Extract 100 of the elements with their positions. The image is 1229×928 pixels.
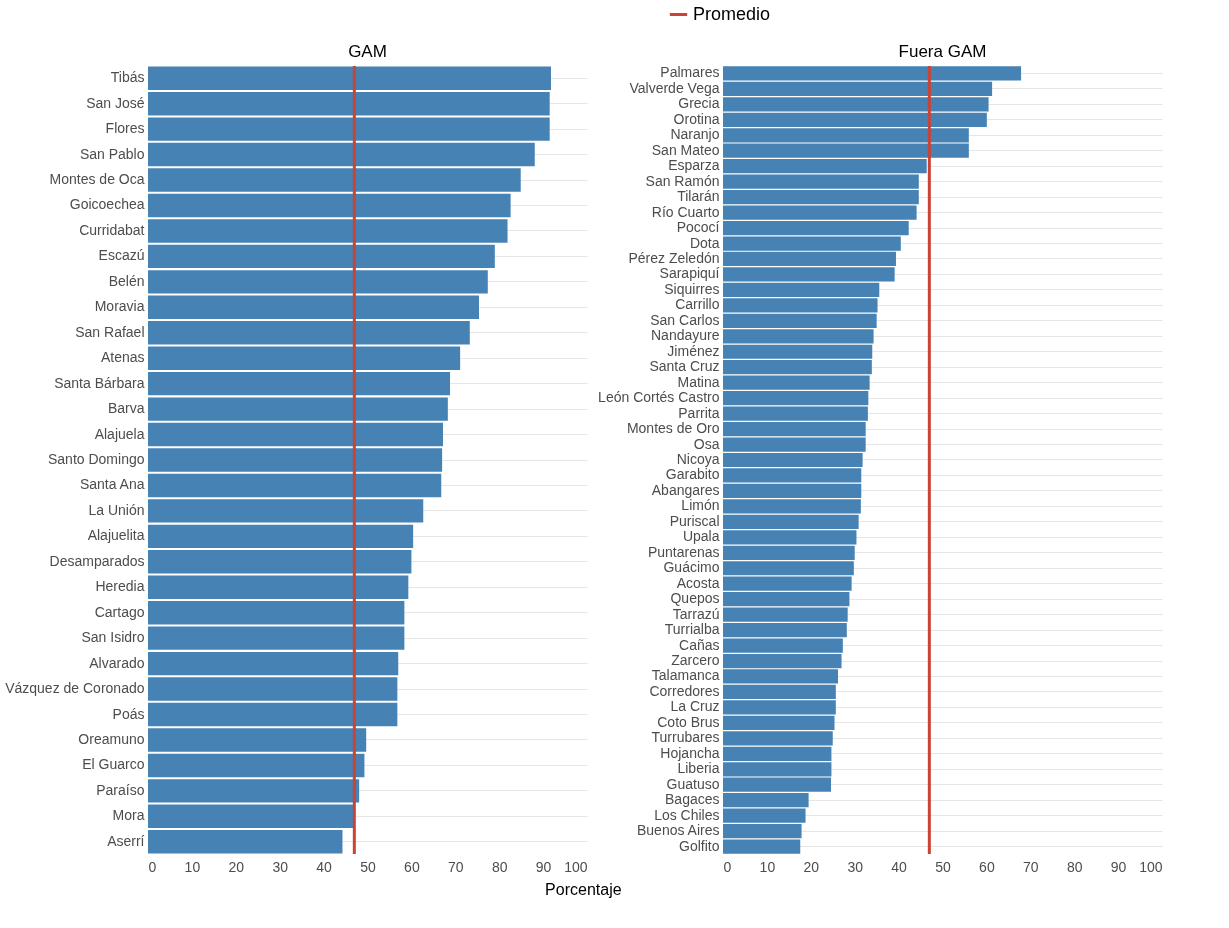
y-tick-label: Dota (689, 234, 720, 251)
y-tick-label: Esparza (668, 157, 720, 174)
x-tick-label: 100 (564, 858, 588, 875)
bar (148, 728, 367, 752)
x-tick-label: 20 (228, 858, 245, 875)
y-tick-label: León Cortés Castro (598, 389, 720, 406)
y-tick-label: San Rafael (75, 323, 145, 340)
x-tick-label: 0 (148, 858, 157, 875)
bar (148, 499, 424, 523)
x-tick-label: 30 (272, 858, 289, 875)
y-tick-label: Santa Ana (79, 476, 145, 493)
y-tick-label: Corredores (649, 682, 720, 699)
bar (148, 397, 448, 421)
y-tick-label: Zarcero (671, 652, 720, 669)
y-tick-label: Puntarenas (647, 543, 720, 560)
y-tick-label: Bagaces (665, 791, 720, 808)
bar (148, 753, 365, 778)
y-tick-label: Pérez Zeledón (628, 249, 720, 266)
bar (148, 473, 442, 498)
y-tick-label: Paraíso (96, 781, 145, 798)
y-tick-label: Escazú (98, 247, 145, 264)
x-tick-label: 90 (1110, 858, 1127, 875)
y-tick-label: Golfito (679, 837, 720, 854)
x-tick-label: 0 (723, 858, 732, 875)
bar (148, 193, 511, 218)
y-tick-label: Siquirres (664, 280, 720, 297)
y-tick-label: Sarapiquí (659, 265, 720, 282)
bar (148, 117, 550, 141)
x-tick-label: 70 (1023, 858, 1039, 875)
bar (148, 66, 551, 90)
y-tick-label: Guácimo (663, 559, 720, 576)
y-tick-label: Aserrí (107, 832, 145, 849)
x-tick-label: 20 (803, 858, 820, 875)
x-tick-label: 40 (891, 858, 908, 875)
y-tick-label: San Isidro (81, 629, 145, 646)
y-tick-label: Nandayure (651, 327, 720, 344)
bar (148, 371, 451, 396)
y-tick-label: Limón (681, 497, 720, 514)
y-tick-label: Turrialba (664, 621, 720, 638)
y-tick-label: San Mateo (651, 141, 720, 158)
y-tick-label: Pococí (676, 219, 720, 236)
y-tick-label: Moravia (94, 298, 145, 315)
y-tick-label: Talamanca (651, 667, 720, 684)
legend-label: Promedio (693, 3, 771, 24)
y-tick-label: Valverde Vega (629, 79, 720, 96)
y-tick-label: Goicoechea (69, 196, 145, 213)
y-tick-label: Guatuso (666, 775, 720, 792)
y-tick-label: Matina (677, 373, 720, 390)
y-tick-label: Alajuela (94, 425, 145, 442)
y-tick-label: Montes de Oro (626, 420, 720, 437)
y-tick-label: Liberia (677, 760, 720, 777)
bar (148, 651, 399, 676)
y-tick-label: Abangares (651, 481, 720, 498)
y-tick-label: Acosta (676, 574, 720, 591)
bar (148, 524, 414, 549)
x-tick-label: 100 (1139, 858, 1163, 875)
y-tick-label: Tilarán (677, 188, 720, 205)
y-tick-label: Hojancha (660, 744, 720, 761)
y-tick-label: Orotina (673, 110, 720, 127)
y-tick-label: Nicoya (676, 451, 720, 467)
y-tick-label: Parrita (678, 404, 720, 421)
bar (148, 804, 354, 829)
y-tick-label: Naranjo (670, 126, 720, 143)
bar (148, 779, 360, 803)
y-tick-label: Mora (112, 807, 145, 824)
bar (148, 422, 444, 447)
x-tick-label: 60 (979, 858, 995, 875)
bar (148, 830, 343, 854)
bar (148, 295, 480, 319)
bar (148, 448, 443, 472)
y-tick-label: Cañas (679, 636, 720, 653)
x-tick-label: 80 (1066, 858, 1083, 875)
y-tick-label: Tibás (110, 69, 145, 86)
y-tick-label: Alajuelita (87, 527, 145, 544)
y-tick-label: La Cruz (670, 698, 720, 715)
y-tick-label: Poás (112, 705, 145, 722)
y-tick-label: Desamparados (49, 552, 145, 569)
y-tick-label: Curridabat (79, 221, 145, 238)
x-axis-title: Porcentaje (545, 881, 622, 898)
bar (148, 702, 398, 727)
bar (148, 244, 495, 269)
y-tick-label: Flores (105, 120, 145, 137)
x-tick-label: 40 (316, 858, 333, 875)
x-tick-label: 10 (759, 858, 776, 875)
x-tick-label: 50 (360, 858, 376, 875)
y-tick-label: Quepos (670, 590, 720, 607)
y-tick-label: Garabito (665, 466, 720, 483)
y-tick-label: Río Cuarto (651, 203, 720, 220)
bar (148, 219, 508, 243)
y-tick-label: Coto Brus (657, 713, 720, 730)
y-tick-label: Vázquez de Coronado (5, 680, 145, 697)
y-tick-label: Oreamuno (78, 730, 145, 747)
x-tick-label: 10 (184, 858, 201, 875)
y-tick-label: Santa Cruz (649, 358, 720, 375)
y-tick-label: San Carlos (650, 311, 720, 328)
y-tick-label: Heredia (95, 578, 145, 595)
bar (148, 346, 461, 370)
y-tick-label: San Pablo (79, 145, 145, 162)
y-tick-label: Palmares (660, 64, 720, 81)
y-tick-label: Upala (682, 528, 720, 545)
